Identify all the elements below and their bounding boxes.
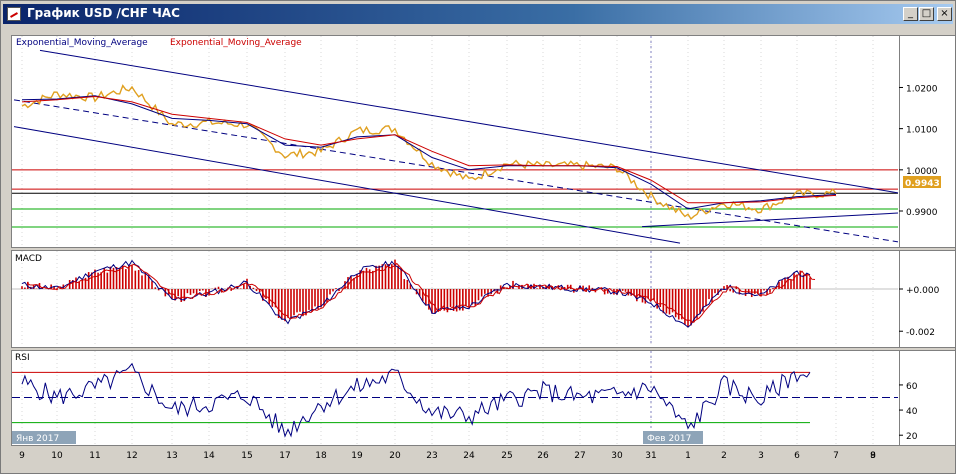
close-button[interactable]: × xyxy=(937,7,952,21)
title-bar[interactable]: График USD /CHF ЧАС _ □ × xyxy=(3,4,953,24)
price-y-tick-label: 0.9900 xyxy=(906,208,938,218)
x-tick-label: 13 xyxy=(166,451,177,461)
macd-y-tick-label: +0.000 xyxy=(906,286,940,296)
x-tick-label: 30 xyxy=(611,451,623,461)
x-tick-label: 2 xyxy=(721,451,727,461)
support-line xyxy=(641,212,899,228)
month-label-feb: Фев 2017 xyxy=(647,434,691,444)
price-y-tick-label: 1.0000 xyxy=(906,167,938,177)
x-tick-label: 27 xyxy=(574,451,585,461)
x-tick-label: 11 xyxy=(89,451,100,461)
x-tick-label: 24 xyxy=(463,451,475,461)
rsi-y-tick-label: 40 xyxy=(906,407,918,417)
current-price-badge xyxy=(903,176,941,188)
rsi-y-tick-label: 60 xyxy=(906,382,918,392)
x-tick-label: 17 xyxy=(279,451,290,461)
x-tick-label: 18 xyxy=(315,451,327,461)
ema-fast-line xyxy=(21,95,837,210)
legend-ema-slow: Exponential_Moving_Average xyxy=(170,38,302,48)
rsi-y-tick-label: 20 xyxy=(906,432,918,442)
macd-y-tick-label: -0.002 xyxy=(906,328,935,338)
legend-ema-fast: Exponential_Moving_Average xyxy=(16,38,148,48)
x-tick-label: 3 xyxy=(758,451,764,461)
ema-slow-line xyxy=(21,95,837,204)
maximize-button[interactable]: □ xyxy=(919,7,934,21)
chart-app-icon xyxy=(7,7,21,21)
x-tick-label: 9 xyxy=(19,451,25,461)
current-price-label: 0.9943 xyxy=(905,179,940,189)
macd-pane[interactable] xyxy=(11,250,900,348)
x-tick-label: 7 xyxy=(833,451,839,461)
x-tick-label: 31 xyxy=(645,451,656,461)
price-series-line xyxy=(21,84,837,220)
x-tick-label: 9 xyxy=(870,451,876,461)
month-label-feb-bg xyxy=(643,431,703,444)
x-tick-label: 8 xyxy=(870,451,876,461)
x-tick-label: 14 xyxy=(203,451,215,461)
month-label-jan: Янв 2017 xyxy=(16,434,59,444)
macd-line xyxy=(26,262,816,324)
minimize-button[interactable]: _ xyxy=(903,7,918,21)
x-tick-label: 19 xyxy=(351,451,363,461)
channel-upper-line xyxy=(39,49,899,194)
x-tick-label: 26 xyxy=(537,451,549,461)
rsi-label: RSI xyxy=(15,353,30,363)
x-tick-label: 6 xyxy=(794,451,800,461)
x-tick-label: 15 xyxy=(241,451,252,461)
rsi-axis xyxy=(900,350,955,446)
month-label-jan-bg xyxy=(12,431,76,444)
price-y-tick-label: 1.0200 xyxy=(906,84,938,94)
x-tick-label: 23 xyxy=(426,451,437,461)
window-title: График USD /CHF ЧАС xyxy=(27,6,180,20)
macd-label: MACD xyxy=(15,254,42,264)
x-tick-label: 10 xyxy=(51,451,63,461)
x-tick-label: 20 xyxy=(389,451,401,461)
channel-lower-line xyxy=(13,126,681,244)
price-y-tick-label: 1.0100 xyxy=(906,126,938,136)
x-tick-label: 12 xyxy=(126,451,137,461)
price-axis xyxy=(900,35,955,248)
rsi-line xyxy=(21,362,811,438)
x-tick-label: 25 xyxy=(501,451,512,461)
macd-axis xyxy=(900,250,955,348)
macd-signal-line xyxy=(21,259,811,328)
x-tick-label: 1 xyxy=(685,451,691,461)
